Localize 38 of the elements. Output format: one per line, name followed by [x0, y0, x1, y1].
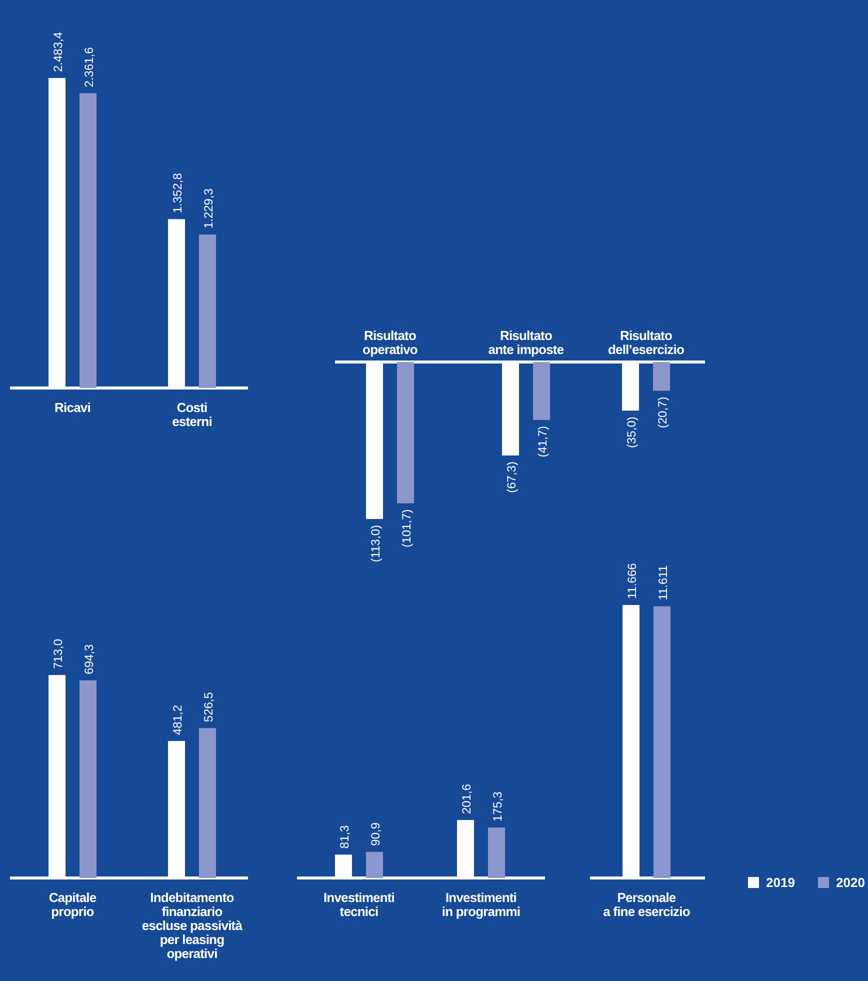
data-label: (113,0)	[368, 525, 382, 562]
data-label: 1.229,3	[202, 188, 216, 229]
data-label: (20,7)	[656, 396, 670, 428]
legend-label: 2020	[836, 875, 865, 890]
bar	[199, 234, 216, 388]
data-label: (35,0)	[624, 416, 638, 448]
data-label: 175,3	[490, 791, 504, 822]
data-label: (101,7)	[400, 509, 414, 548]
data-label: 481,2	[170, 704, 184, 735]
data-label: 90,9	[368, 822, 382, 846]
data-label: 2.483,4	[51, 32, 65, 72]
x-tick-label: Capitale proprio	[48, 890, 96, 919]
data-label: (41,7)	[536, 426, 550, 458]
x-tick-label: Risultato operativo	[362, 328, 418, 357]
x-tick-label: Risultato dell’esercizio	[608, 328, 684, 357]
legend-label: 2019	[766, 875, 795, 890]
data-label: 11.611	[656, 565, 670, 600]
data-label: 1.352,8	[170, 172, 184, 214]
x-tick-label: Ricavi	[54, 400, 90, 415]
x-tick-label: Personale a fine esercizio	[603, 890, 690, 919]
bar	[488, 828, 505, 878]
x-tick-label: Investimenti in programmi	[442, 890, 520, 919]
x-tick-label: Costi esterni	[172, 400, 212, 429]
data-label: 81,3	[338, 824, 352, 849]
data-label: 526,5	[202, 692, 216, 722]
bar	[199, 728, 216, 878]
data-label: 2.361,6	[82, 46, 96, 88]
x-tick-label: Investimenti tecnici	[323, 890, 395, 919]
bar	[80, 680, 96, 878]
bar	[366, 852, 383, 878]
data-label: (67,3)	[504, 462, 518, 493]
bar	[80, 93, 96, 388]
data-label: 713,0	[51, 638, 65, 669]
data-label: 694,3	[82, 644, 96, 674]
data-label: 11.666	[625, 562, 639, 599]
x-tick-label: Indebitamento finanziario escluse passività per leasing operativi	[142, 890, 244, 961]
x-tick-label: Risultato ante imposte	[488, 328, 564, 357]
data-label: 201,6	[460, 784, 474, 814]
